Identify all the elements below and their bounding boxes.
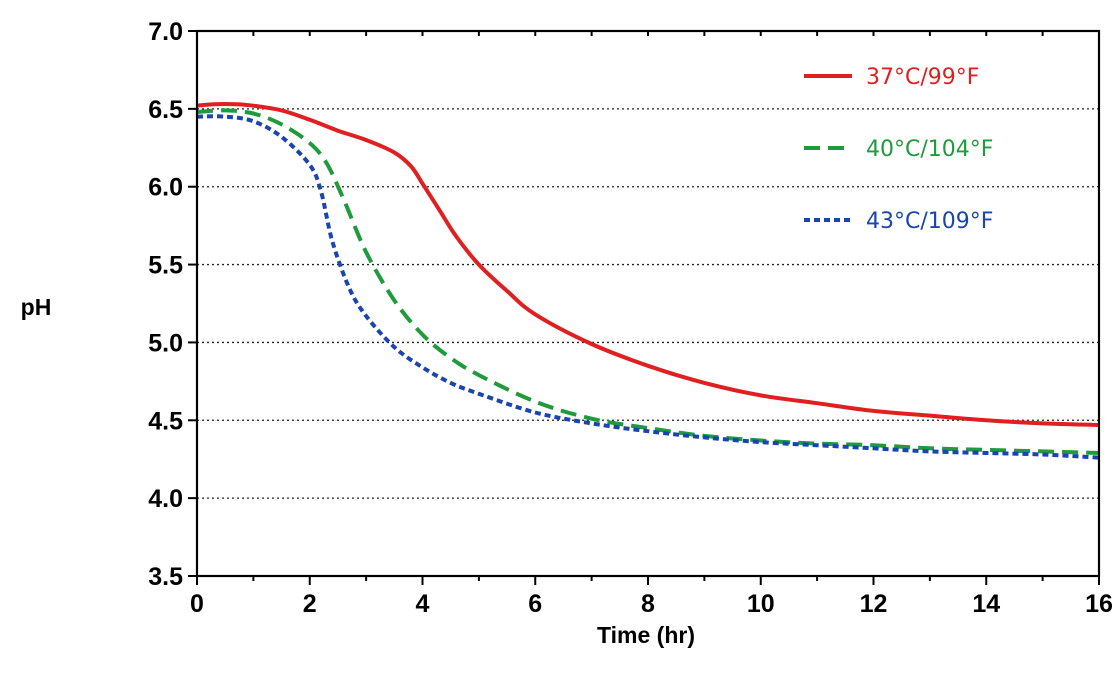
x-tick-label-1: 2 [303,590,317,618]
legend-label-2: 43°C/109°F [866,209,993,234]
legend-label-1: 40°C/104°F [866,137,993,162]
x-axis-title: Time (hr) [597,622,695,648]
y-axis-title: pH [21,294,52,320]
x-tick-label-8: 16 [1085,590,1113,618]
y-tick-label-6: 6.5 [148,96,183,124]
x-tick-label-5: 10 [747,590,775,618]
gridlines [197,108,1099,499]
y-tick-label-5: 6.0 [148,174,183,202]
x-tick-label-2: 4 [416,590,430,618]
legend: 37°C/99°F 40°C/104°F 43°C/109°F [804,65,993,234]
legend-label-0: 37°C/99°F [866,65,979,90]
plot-frame [195,29,1101,578]
y-tick-label-7: 7.0 [148,18,183,46]
x-tick-label-3: 6 [528,590,542,618]
axis-ticks: 3.5 4.0 4.5 5.0 5.5 6.0 6.5 7.0 0 2 4 6 8 10 12 14 16 [148,18,1113,618]
y-tick-label-4: 5.5 [148,252,183,280]
x-tick-label-6: 12 [860,590,888,618]
series-lines [196,101,1100,460]
y-tick-label-2: 4.5 [148,407,183,435]
x-tick-label-0: 0 [190,590,204,618]
series-line-0 [196,101,1100,427]
y-tick-label-3: 5.0 [148,329,183,357]
y-tick-label-1: 4.0 [148,485,183,513]
series-line-2 [196,114,1100,460]
series-line-1 [196,108,1100,455]
x-tick-label-4: 8 [641,590,655,618]
y-tick-label-0: 3.5 [148,563,183,591]
x-tick-label-7: 14 [972,590,1000,618]
